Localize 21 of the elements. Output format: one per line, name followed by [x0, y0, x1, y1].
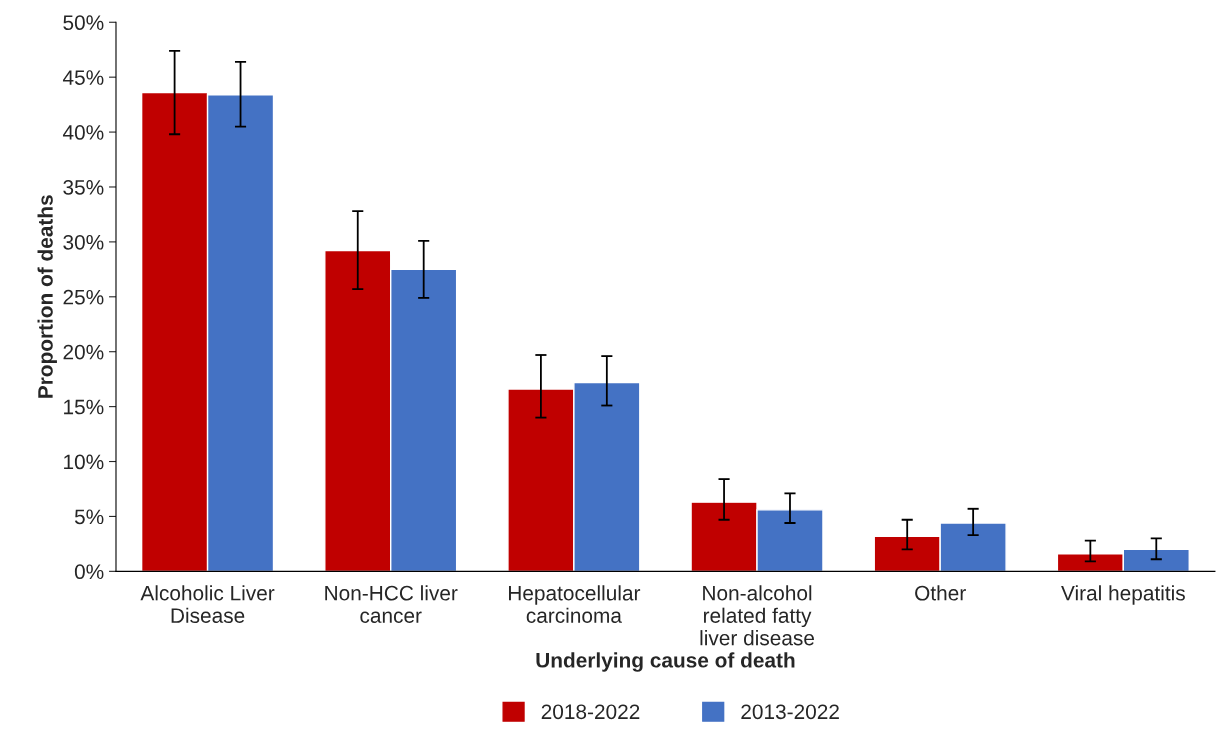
- y-tick-label: 35%: [63, 179, 104, 195]
- y-tick-label: 15%: [64, 399, 104, 415]
- x-tick-label: Other: [915, 585, 966, 601]
- x-tick-label: Hepatocellular carcinoma: [508, 585, 641, 623]
- y-tick-label: 0%: [74, 564, 104, 580]
- x-tick-label: Non-HCC liver cancer: [325, 585, 458, 623]
- y-tick-label: 40%: [62, 125, 104, 140]
- legend-label: 2013-2022: [741, 704, 839, 720]
- y-tick-label: 50%: [63, 15, 104, 31]
- y-tick-label: 25%: [63, 289, 104, 305]
- y-tick-label: 5%: [74, 509, 104, 525]
- y-tick-label: 45%: [62, 70, 104, 85]
- x-tick-label: Non-alcohol related fatty liver disease: [700, 585, 814, 646]
- y-tick-label: 20%: [63, 344, 104, 360]
- legend-label: 2018-2022: [541, 704, 640, 720]
- y-axis-title: Proportion of deaths: [37, 195, 57, 398]
- x-tick-label: Alcoholic Liver Disease: [140, 585, 275, 623]
- y-tick-label: 10%: [64, 454, 104, 470]
- y-tick-label: 30%: [63, 234, 104, 250]
- x-axis-title: Underlying cause of death: [536, 652, 795, 672]
- x-tick-label: Viral hepatitis: [1061, 585, 1185, 605]
